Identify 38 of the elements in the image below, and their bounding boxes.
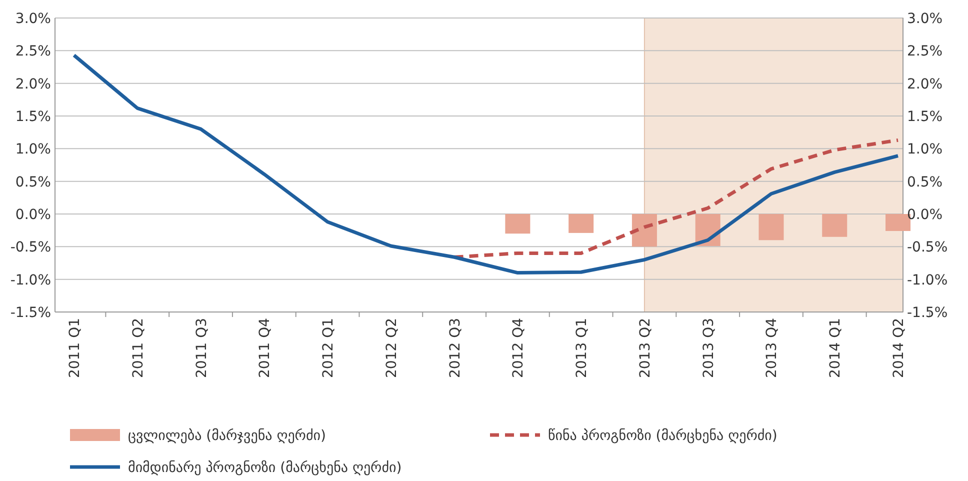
x-tick-label: 2011 Q1 [67,318,83,378]
y-tick-label: 3.0% [15,11,51,27]
y-tick-label: -1.0% [10,272,51,288]
x-tick-label: 2014 Q1 [828,318,844,378]
y2-tick-label: 2.5% [907,44,943,60]
y2-tick-label: -0.5% [907,240,948,256]
x-tick-label: 2011 Q2 [130,318,146,378]
legend-label: მიმდინარე პროგნოზი (მარცხენა ღერძი) [128,460,402,476]
y2-tick-label: 1.0% [907,142,943,158]
x-tick-label: 2014 Q2 [891,318,907,378]
x-tick-label: 2012 Q2 [384,318,400,378]
y2-tick-label: 1.5% [907,109,943,125]
x-tick-label: 2013 Q3 [700,318,717,378]
x-tick-label: 2011 Q4 [257,318,274,378]
x-tick-label: 2012 Q3 [447,318,464,378]
y-tick-label: 0.0% [15,207,51,223]
y-tick-label: -1.5% [10,305,51,321]
y-tick-label: 1.0% [15,142,51,158]
y2-tick-label: 3.0% [907,11,943,27]
y2-tick-label: -1.0% [907,272,948,288]
y2-tick-label: 0.0% [907,207,943,223]
y-tick-label: 0.5% [15,174,51,190]
legend-label: წინა პროგნოზი (მარცხენა ღერძი) [548,428,778,444]
x-tick-label: 2012 Q4 [510,318,527,378]
y2-tick-label: 0.5% [907,174,943,190]
y2-tick-label: 2.0% [907,76,943,92]
y2-tick-label: -1.5% [907,305,948,321]
x-tick-label: 2013 Q2 [637,318,654,378]
x-tick-label: 2012 Q1 [320,318,337,378]
x-tick-label: 2013 Q1 [574,318,590,378]
y-tick-label: -0.5% [10,240,51,256]
y-tick-label: 1.5% [15,109,51,125]
x-tick-label: 2013 Q4 [764,318,780,378]
y-tick-label: 2.0% [15,76,51,92]
y-tick-label: 2.5% [15,44,51,60]
x-tick-label: 2011 Q3 [194,318,210,378]
legend-label: ცვლილება (მარჯვენა ღერძი) [128,428,326,444]
line-series [72,53,900,275]
